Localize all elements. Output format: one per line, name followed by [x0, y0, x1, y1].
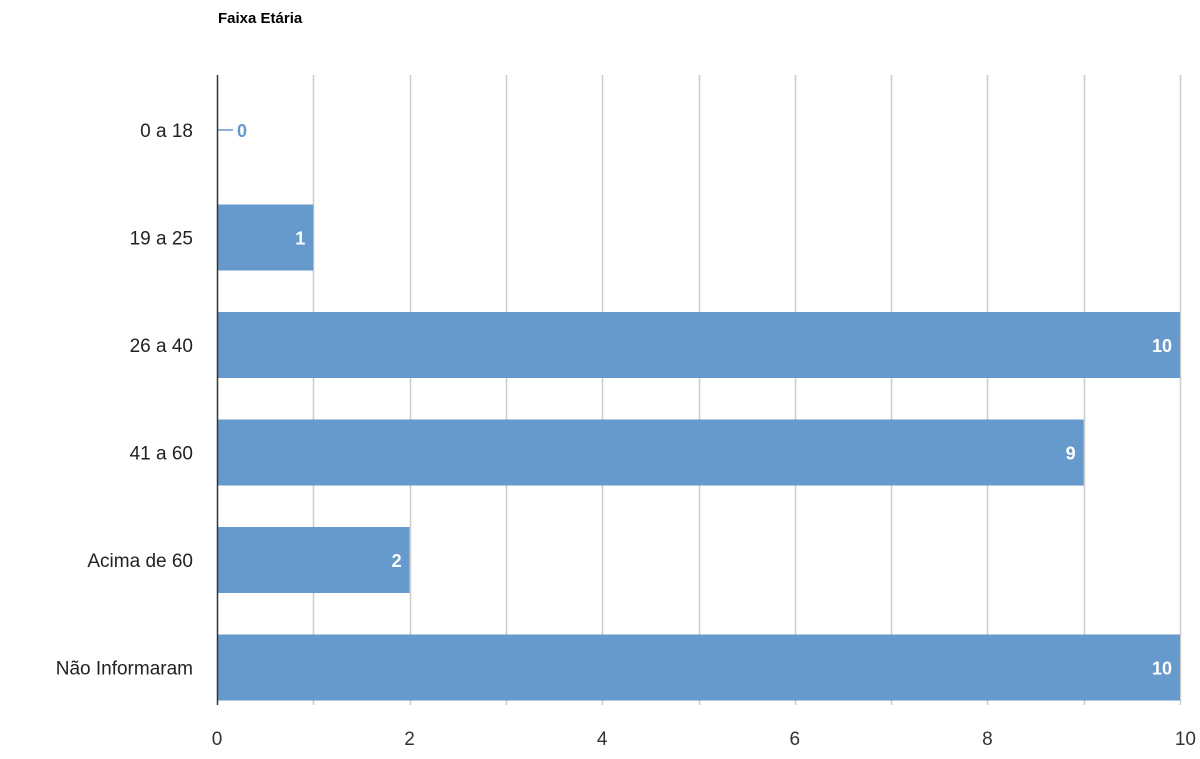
category-label-2: 26 a 40: [130, 336, 193, 357]
data-label-0: 0: [237, 121, 247, 141]
x-tick-label-5: 10: [1175, 729, 1196, 750]
x-tick-label-1: 2: [404, 729, 415, 750]
category-label-4: Acima de 60: [87, 551, 193, 572]
labels: 0 a 18 0 19 a 25 1 26 a 40 10 41 a 60 9 Acima de…: [56, 121, 1196, 750]
category-label-1: 19 a 25: [130, 229, 193, 250]
bar-4[interactable]: [217, 527, 410, 593]
category-label-5: Não Informaram: [56, 659, 193, 680]
category-label-0: 0 a 18: [140, 121, 193, 142]
bar-1[interactable]: [217, 204, 314, 271]
data-label-1: 1: [295, 229, 305, 249]
data-label-4: 2: [392, 551, 402, 571]
data-label-3: 9: [1066, 444, 1076, 464]
data-label-2: 10: [1152, 336, 1172, 356]
chart-title: Faixa Etária: [218, 10, 303, 27]
gridlines: [312, 75, 1182, 705]
bar-2[interactable]: [217, 312, 1180, 378]
x-tick-label-2: 4: [597, 729, 608, 750]
x-tick-label-0: 0: [212, 729, 223, 750]
bars: [217, 129, 1180, 701]
bar-5[interactable]: [217, 634, 1180, 701]
data-label-5: 10: [1152, 659, 1172, 679]
bar-3[interactable]: [217, 419, 1084, 486]
x-tick-label-4: 8: [982, 729, 993, 750]
category-label-3: 41 a 60: [130, 444, 193, 465]
x-tick-label-3: 6: [790, 729, 801, 750]
